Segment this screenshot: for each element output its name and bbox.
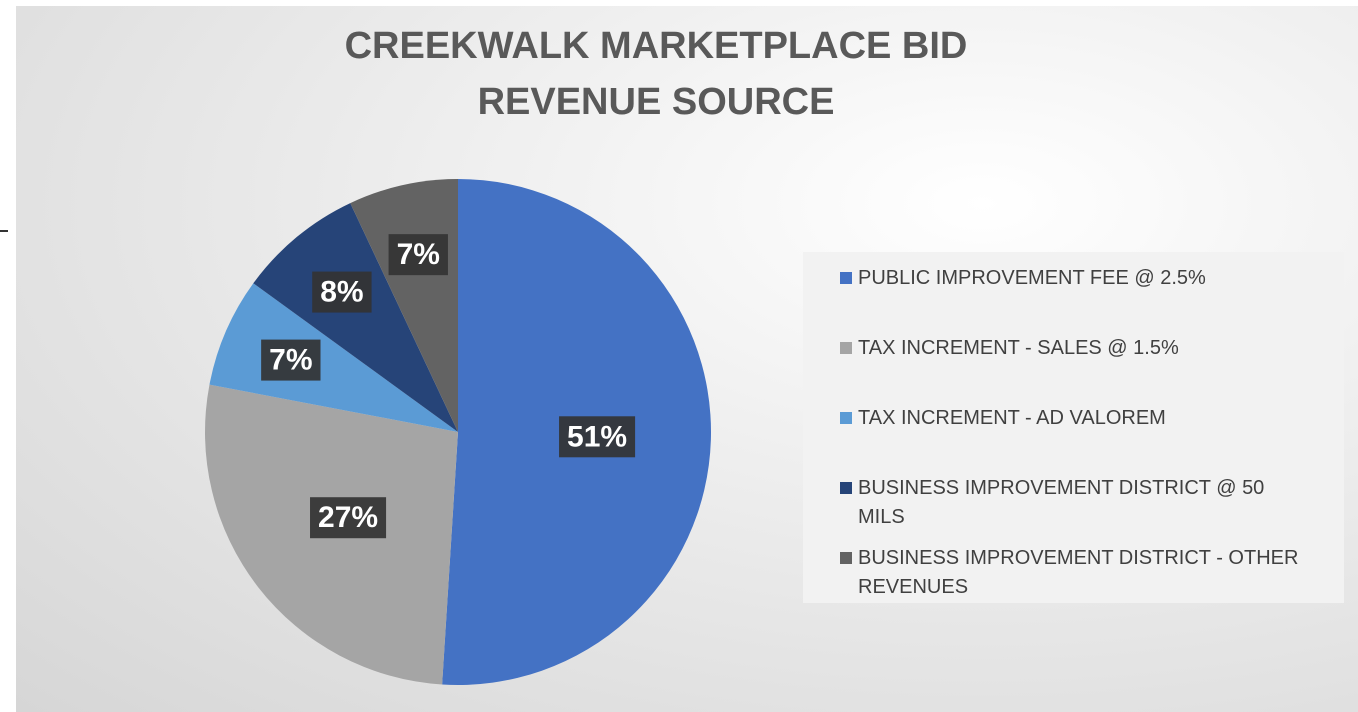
legend-swatch: [840, 342, 852, 354]
legend-item: TAX INCREMENT - AD VALOREM: [840, 404, 1310, 433]
chart-title: CREEKWALK MARKETPLACE BID REVENUE SOURCE: [344, 25, 968, 123]
pie-slice: [209, 283, 458, 432]
chart-area: CREEKWALK MARKETPLACE BID REVENUE SOURCE…: [16, 6, 1358, 712]
legend-label: TAX INCREMENT - SALES @ 1.5%: [858, 337, 1179, 359]
data-label: 27%: [310, 497, 387, 539]
legend-swatch: [840, 482, 852, 494]
legend-label: BUSINESS IMPROVEMENT DISTRICT @ 50 MILS: [858, 477, 1265, 528]
legend-item: TAX INCREMENT - SALES @ 1.5%: [840, 334, 1310, 363]
edge-mark: [0, 230, 8, 232]
data-label-text: 7%: [269, 344, 312, 377]
data-label-box: [310, 497, 387, 539]
legend-label: TAX INCREMENT - AD VALOREM: [858, 407, 1166, 429]
data-label-text: 27%: [318, 501, 378, 534]
data-label-text: 8%: [320, 276, 363, 309]
pie-chart: 51% 27% 7% 8% 7%: [205, 178, 712, 685]
data-label-text: 51%: [567, 420, 627, 453]
legend: PUBLIC IMPROVEMENT FEE @ 2.5% TAX INCREME…: [803, 252, 1344, 603]
data-label: 8%: [312, 271, 372, 313]
legend-swatch: [840, 272, 852, 284]
pie-slice: [253, 203, 458, 432]
legend-swatch: [840, 552, 852, 564]
legend-item: BUSINESS IMPROVEMENT DISTRICT - OTHER RE…: [840, 544, 1310, 602]
legend-swatch: [840, 412, 852, 424]
legend-label: PUBLIC IMPROVEMENT FEE @ 2.5%: [858, 267, 1206, 289]
data-label: 51%: [559, 416, 636, 458]
data-label-box: [312, 271, 372, 313]
legend-label: BUSINESS IMPROVEMENT DISTRICT - OTHER RE…: [858, 547, 1299, 598]
data-label: 7%: [261, 339, 321, 381]
data-label: 7%: [388, 234, 448, 276]
legend-item: PUBLIC IMPROVEMENT FEE @ 2.5%: [840, 264, 1310, 293]
data-label-box: [261, 339, 321, 381]
data-label-box: [388, 234, 448, 276]
data-label-box: [559, 416, 636, 458]
legend-item: BUSINESS IMPROVEMENT DISTRICT @ 50 MILS: [840, 474, 1310, 532]
data-label-text: 7%: [397, 238, 440, 271]
